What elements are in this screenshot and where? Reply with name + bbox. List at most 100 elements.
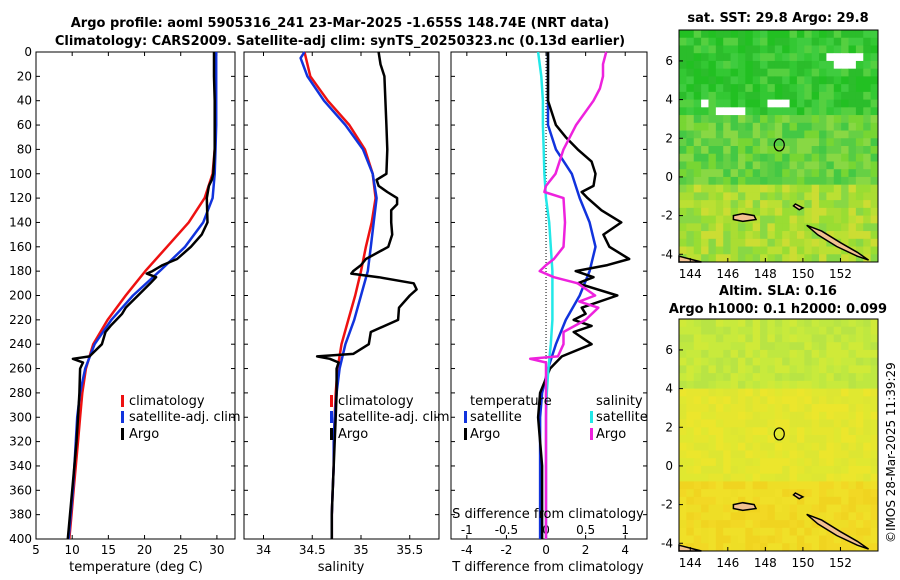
map-cell — [855, 404, 864, 413]
map-cell — [774, 504, 783, 513]
map-cell — [701, 504, 709, 513]
map-cell — [723, 419, 731, 428]
map-cell — [826, 200, 835, 209]
map-cell — [804, 388, 813, 397]
map-cell — [819, 450, 827, 459]
map-cell — [804, 207, 813, 216]
sal-legend-climatology-label: climatology — [338, 394, 414, 409]
map-cell — [863, 99, 872, 108]
map-cell — [848, 404, 857, 413]
map-cell — [767, 60, 776, 70]
map-cell — [737, 543, 746, 552]
map-cell — [804, 53, 813, 62]
map-cell — [774, 231, 783, 240]
map-cell — [789, 84, 798, 93]
map-cell — [701, 76, 709, 85]
diff-legend-swatch-s-satellite — [590, 411, 593, 423]
map-cell — [745, 411, 754, 420]
map-cell — [819, 146, 827, 155]
map-cell — [715, 365, 724, 374]
map-cell — [811, 53, 820, 62]
sal-legend-swatch-satellite — [330, 411, 333, 423]
y-tick-label: 320 — [9, 435, 32, 449]
map-cell — [737, 442, 746, 451]
y-tick-label: 220 — [9, 313, 32, 327]
map-cell — [774, 207, 783, 216]
map-cell — [715, 30, 724, 39]
map-cell — [774, 76, 783, 85]
map-cell — [686, 458, 695, 467]
map-cell — [679, 458, 687, 467]
map-cell — [841, 231, 849, 240]
map-cell — [804, 404, 813, 413]
map-cell — [789, 176, 798, 186]
map-cell — [774, 99, 783, 108]
map-cell — [686, 130, 695, 139]
map-cell — [693, 373, 702, 382]
map-cell — [679, 450, 687, 459]
map-cell — [701, 326, 709, 335]
map-cell — [715, 45, 724, 54]
map-cell — [752, 512, 761, 521]
map-cell — [870, 543, 879, 552]
map-cell — [745, 184, 754, 193]
map-cell — [774, 535, 783, 544]
map-cell — [701, 60, 709, 70]
map-cell — [730, 404, 739, 413]
map-cell — [841, 130, 849, 139]
map-cell — [686, 520, 695, 529]
map-cell — [841, 349, 849, 359]
map-cell — [760, 231, 768, 240]
map-cell — [782, 543, 790, 552]
map-cell — [730, 223, 739, 232]
map-cell — [679, 349, 687, 359]
map-cell — [752, 473, 761, 482]
map-cell — [686, 45, 695, 54]
map-cell — [841, 254, 849, 263]
map-cell — [782, 388, 790, 397]
map-cell — [760, 349, 768, 359]
map-cell — [796, 365, 805, 374]
map-cell — [730, 450, 739, 459]
map-cell — [715, 520, 724, 529]
map-cell — [811, 30, 820, 39]
map-cell — [782, 138, 790, 147]
map-cell — [811, 238, 820, 247]
map-cell — [841, 68, 849, 77]
x-tick-label: 35.5 — [396, 543, 423, 557]
map-cell — [774, 380, 783, 389]
map-cell — [701, 458, 709, 467]
map-cell — [767, 496, 776, 505]
map-cell — [796, 442, 805, 451]
map-cell — [848, 99, 857, 108]
map-cell — [767, 326, 776, 335]
map-cell — [715, 231, 724, 240]
map-cell — [752, 496, 761, 505]
y-tick-label: 80 — [17, 142, 32, 156]
map-cell — [701, 388, 709, 397]
map-cell — [819, 427, 827, 436]
map-cell — [745, 130, 754, 139]
map-cell — [737, 91, 746, 100]
map-cell — [774, 223, 783, 232]
map-cell — [841, 53, 849, 62]
map-cell — [767, 161, 776, 170]
map-cell — [811, 319, 820, 328]
map-cell — [789, 496, 798, 505]
map-cell — [730, 435, 739, 444]
map-cell — [848, 442, 857, 451]
map-cell — [708, 60, 717, 70]
map-cell — [826, 342, 835, 351]
map-cell — [679, 380, 687, 389]
map-cell — [863, 373, 872, 382]
map-cell — [826, 512, 835, 521]
map-cell — [723, 473, 731, 482]
difference-xlabel: T difference from climatology — [451, 560, 644, 575]
map-cell — [686, 207, 695, 216]
map-cell — [826, 60, 835, 70]
map-cell — [804, 342, 813, 351]
map-cell — [841, 184, 849, 193]
map-cell — [737, 76, 746, 85]
map-cell — [708, 99, 717, 108]
